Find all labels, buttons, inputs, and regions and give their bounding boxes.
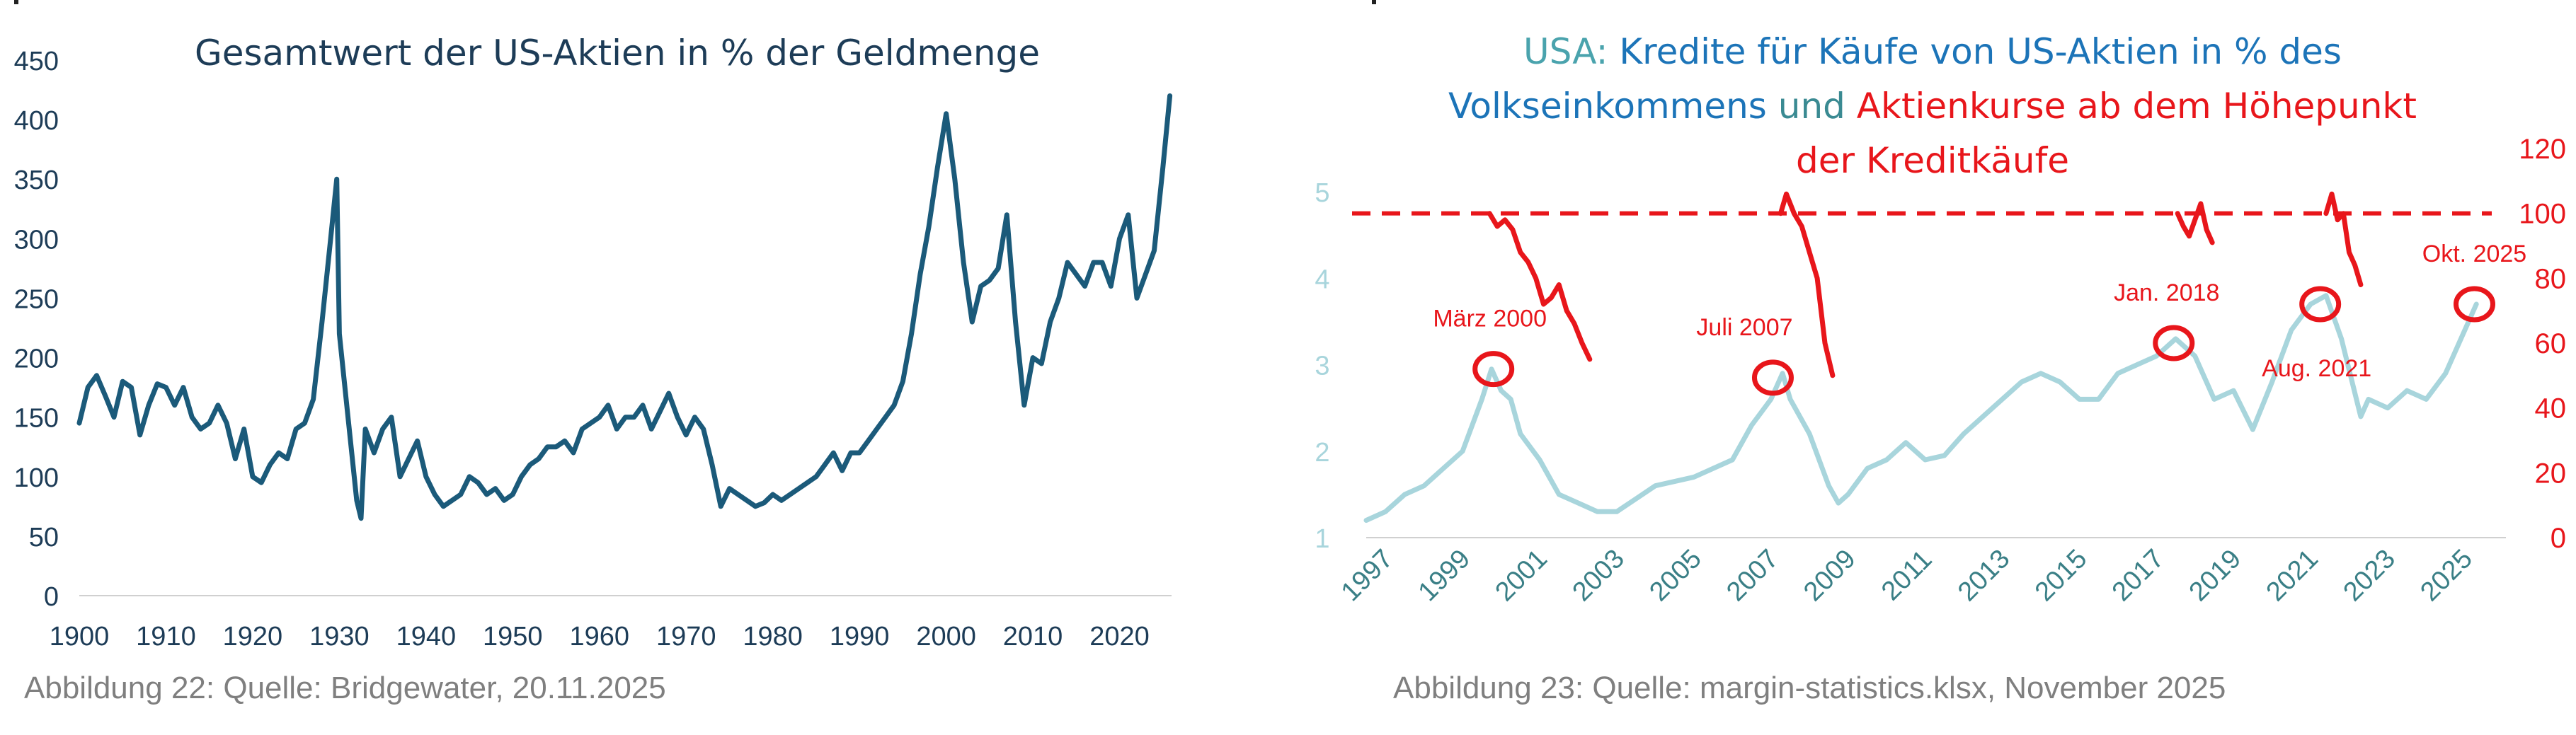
x-tick-label: 1999 — [1413, 544, 1476, 607]
y-tick-label: 250 — [14, 284, 59, 314]
x-tick-label: 2007 — [1721, 544, 1784, 607]
peak-annotation-label: Juli 2007 — [1696, 314, 1792, 341]
x-tick-label: 2001 — [1490, 544, 1553, 607]
x-tick-label: 1970 — [656, 622, 716, 652]
chart-title-part: Aktienkurse ab dem Höhepunkt — [1857, 86, 2417, 127]
chart-title-part: USA: — [1523, 31, 1619, 72]
x-tick-label: 2013 — [1952, 544, 2015, 607]
x-tick-label: 2009 — [1798, 544, 1861, 607]
chart-title-part: Kredite für Käufe von US-Aktien in % des — [1619, 31, 2342, 72]
x-tick-label: 2019 — [2184, 544, 2247, 607]
x-tick-label: 2021 — [2261, 544, 2324, 607]
x-tick-label: 1980 — [743, 622, 803, 652]
right-y-tick-label: 120 — [2519, 134, 2566, 165]
y-tick-label: 50 — [29, 523, 59, 552]
right-y-tick-label: 80 — [2535, 263, 2567, 294]
corner-dot — [14, 0, 18, 4]
left-y-tick-label: 5 — [1315, 178, 1329, 208]
x-tick-label: 2010 — [1003, 622, 1063, 652]
peak-annotation-label: Okt. 2025 — [2422, 241, 2526, 267]
x-tick-label: 2005 — [1644, 544, 1707, 607]
corner-dot — [1372, 0, 1376, 4]
series-line-price-after-peak — [2323, 191, 2364, 287]
x-tick-label: 2025 — [2415, 544, 2478, 607]
chart-title-part: Volkseinkommens — [1448, 86, 1767, 127]
x-tick-label: 1920 — [223, 622, 283, 652]
x-tick-label: 1997 — [1336, 544, 1399, 607]
y-tick-label: 400 — [14, 106, 59, 136]
x-tick-label: 2017 — [2107, 544, 2170, 607]
peak-marker-circle — [1472, 351, 1515, 388]
x-tick-label: 2020 — [1089, 622, 1150, 652]
x-tick-label: 2011 — [1876, 545, 1937, 606]
left-y-tick-label: 2 — [1315, 438, 1329, 468]
left-y-tick-label: 1 — [1315, 524, 1329, 554]
y-tick-label: 350 — [14, 166, 59, 195]
series-line-price-after-peak — [1778, 191, 1836, 378]
left-y-tick-label: 3 — [1315, 352, 1329, 381]
chart-title-line: USA: Kredite für Käufe von US-Aktien in … — [1523, 31, 2342, 72]
left-chart-panel: Gesamtwert der US-Aktien in % der Geldme… — [14, 0, 1173, 705]
right-y-tick-label: 0 — [2551, 523, 2566, 554]
series-line-price-after-peak — [2175, 201, 2215, 245]
y-tick-label: 450 — [14, 47, 59, 76]
x-tick-label: 1960 — [569, 622, 629, 652]
right-chart-panel: USA: Kredite für Käufe von US-Aktien in … — [1288, 0, 2576, 735]
right-caption: Abbildung 23: Quelle: margin-statistics.… — [1393, 671, 2226, 705]
peak-annotation-label: März 2000 — [1433, 306, 1547, 332]
chart-title: Gesamtwert der US-Aktien in % der Geldme… — [195, 33, 1040, 74]
peak-marker-circle — [2299, 286, 2342, 323]
peak-annotation-label: Jan. 2018 — [2114, 279, 2219, 306]
x-tick-label: 1900 — [50, 622, 110, 652]
peak-annotation-label: Aug. 2021 — [2262, 355, 2371, 382]
peak-marker-circle — [2153, 325, 2195, 361]
x-tick-label: 2000 — [916, 622, 976, 652]
chart-title-line: Volkseinkommens und Aktienkurse ab dem H… — [1448, 86, 2417, 127]
x-tick-label: 1950 — [483, 622, 543, 652]
right-y-tick-label: 60 — [2535, 328, 2567, 359]
x-tick-label: 2015 — [2030, 544, 2093, 607]
x-tick-label: 2003 — [1567, 544, 1630, 607]
y-tick-label: 150 — [14, 404, 59, 434]
left-chart-svg: Gesamtwert der US-Aktien in % der Geldme… — [14, 33, 1173, 652]
x-tick-label: 2023 — [2338, 544, 2401, 607]
left-y-tick-label: 4 — [1315, 265, 1329, 294]
y-tick-label: 200 — [14, 345, 59, 374]
x-tick-label: 1910 — [136, 622, 196, 652]
series-line-margin-debt — [1363, 293, 2479, 523]
x-tick-label: 1940 — [396, 622, 457, 652]
right-y-tick-label: 100 — [2519, 199, 2566, 230]
right-y-tick-label: 20 — [2535, 458, 2567, 489]
series-line-stock-value — [76, 93, 1173, 521]
series-line-price-after-peak — [1487, 211, 1593, 362]
y-tick-label: 300 — [14, 225, 59, 255]
x-tick-label: 1990 — [830, 622, 890, 652]
x-tick-label: 1930 — [309, 622, 370, 652]
right-chart-svg: USA: Kredite für Käufe von US-Aktien in … — [1315, 31, 2567, 607]
peak-marker-circle — [2453, 286, 2495, 323]
y-tick-label: 100 — [14, 463, 59, 493]
right-y-tick-label: 40 — [2535, 393, 2567, 424]
chart-title-part: der Kreditkäufe — [1796, 140, 2069, 181]
left-caption: Abbildung 22: Quelle: Bridgewater, 20.11… — [24, 671, 666, 705]
peak-marker-circle — [1751, 359, 1794, 396]
chart-title-part: und — [1767, 86, 1857, 127]
chart-title-line: der Kreditkäufe — [1796, 140, 2069, 181]
y-tick-label: 0 — [44, 582, 59, 612]
